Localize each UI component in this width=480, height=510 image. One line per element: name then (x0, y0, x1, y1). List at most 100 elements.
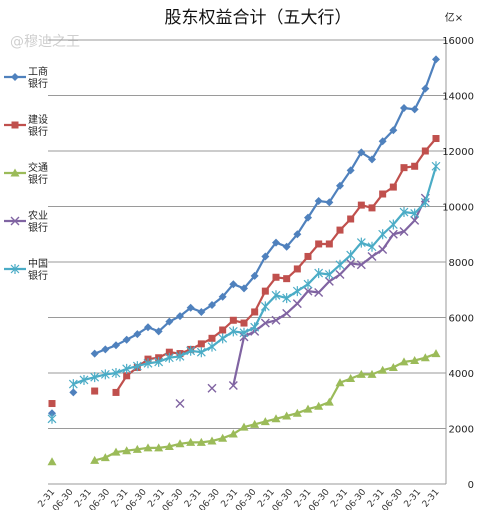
y-tick-label: 12000 (442, 147, 474, 158)
data-point (144, 323, 152, 332)
data-point (69, 388, 78, 397)
data-point (132, 361, 142, 372)
data-point (48, 409, 56, 418)
legend-label: 交通银行 (28, 161, 48, 186)
data-point (356, 369, 366, 378)
data-point (378, 137, 387, 146)
data-point (260, 318, 270, 328)
data-point (196, 437, 206, 446)
series-4 (47, 161, 441, 424)
data-point (154, 443, 164, 452)
data-point (251, 308, 259, 316)
data-point (91, 387, 99, 395)
y-tick-label: 2000 (449, 425, 474, 436)
data-point (388, 219, 398, 230)
data-point (207, 383, 217, 393)
data-point (411, 162, 419, 170)
data-point (282, 242, 291, 251)
data-point (207, 341, 217, 352)
data-point (346, 374, 356, 383)
data-point (133, 330, 142, 339)
data-point (347, 215, 355, 223)
data-point (228, 326, 238, 337)
data-point (357, 148, 366, 157)
data-point (336, 226, 344, 234)
data-point (79, 374, 89, 385)
data-point (239, 422, 249, 431)
data-point (228, 380, 238, 390)
data-point (122, 363, 132, 374)
y-tick-label: 0 (468, 480, 474, 491)
data-point (367, 241, 377, 252)
legend-marker (10, 216, 20, 226)
data-point (314, 288, 324, 298)
y-tick-label: 4000 (449, 369, 474, 380)
data-point (378, 365, 388, 374)
data-point (410, 215, 420, 225)
legend-label: 中国银行 (28, 257, 48, 282)
data-point (260, 417, 270, 426)
series-0 (48, 55, 440, 418)
data-point (154, 327, 163, 336)
data-point (431, 349, 441, 358)
data-point (292, 286, 302, 297)
data-point (283, 275, 291, 283)
data-point (368, 155, 376, 164)
data-point (101, 345, 110, 354)
data-point (368, 204, 376, 212)
data-point (47, 413, 57, 424)
data-point (303, 279, 313, 290)
data-point (324, 269, 334, 280)
data-point (100, 453, 110, 462)
legend-item: 交通银行 (4, 161, 48, 186)
data-point (90, 455, 100, 464)
data-point (292, 408, 302, 417)
data-point (271, 414, 281, 423)
data-point (399, 226, 409, 236)
data-point (292, 299, 302, 309)
data-point (123, 372, 131, 380)
data-point (154, 356, 164, 367)
data-point (218, 433, 228, 442)
data-point (218, 333, 228, 344)
chart-title: 股东权益合计（五大行） (165, 8, 352, 28)
data-point (282, 293, 292, 304)
y-axis-unit: 亿× (445, 11, 463, 24)
data-point (240, 319, 248, 327)
data-point (122, 446, 132, 455)
data-point (304, 252, 312, 260)
data-point (250, 271, 259, 280)
data-point (282, 308, 292, 318)
data-point (400, 103, 408, 112)
data-point (175, 399, 185, 409)
data-point (207, 436, 217, 445)
legend-label: 建设银行 (28, 113, 48, 138)
data-point (346, 250, 356, 261)
data-point (186, 437, 196, 446)
data-point (47, 457, 57, 466)
data-point (335, 269, 345, 279)
data-point (389, 183, 397, 191)
data-point (282, 411, 292, 420)
data-point (367, 369, 377, 378)
y-tick-label: 8000 (449, 258, 474, 269)
data-point (335, 259, 345, 270)
data-point (250, 419, 260, 428)
data-point (356, 260, 366, 270)
legend-marker (10, 264, 20, 274)
data-point (335, 378, 345, 387)
data-point (399, 357, 409, 366)
data-point (186, 303, 195, 312)
data-point (272, 273, 280, 281)
data-point (389, 126, 398, 135)
data-point (303, 404, 313, 413)
legend-item: 工商银行 (4, 65, 48, 90)
data-point (186, 345, 196, 356)
data-point (48, 400, 56, 408)
legend-item: 农业银行 (4, 209, 48, 234)
y-tick-label: 6000 (449, 314, 474, 325)
data-point (293, 265, 301, 273)
data-point (112, 388, 120, 396)
